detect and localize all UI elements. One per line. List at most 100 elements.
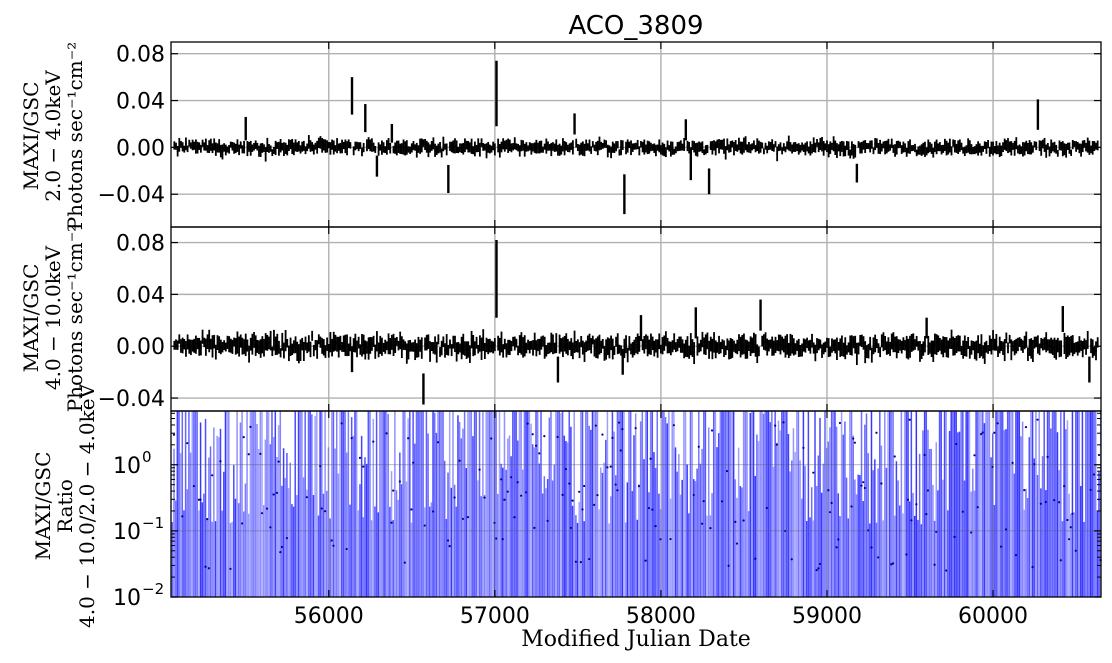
ratio-point xyxy=(543,435,546,438)
ratio-point xyxy=(340,422,343,425)
ratio-point xyxy=(495,537,498,540)
ratio-point xyxy=(979,433,983,436)
ratio-point xyxy=(727,564,730,567)
ratio-point xyxy=(503,498,506,501)
ratio-point xyxy=(697,445,700,448)
y-tick-label: 0.04 xyxy=(116,283,165,308)
ratio-point xyxy=(910,519,913,522)
ratio-point xyxy=(812,471,815,474)
ratio-point xyxy=(651,508,654,511)
ratio-point xyxy=(734,520,737,523)
svg-text:Ratio: Ratio xyxy=(53,479,77,533)
ratio-point xyxy=(490,437,493,440)
ratio-point xyxy=(725,469,729,473)
ratio-point xyxy=(1044,500,1047,504)
ratio-point xyxy=(1031,566,1034,569)
ratio-point xyxy=(206,518,209,521)
ratio-point xyxy=(524,491,528,494)
ratio-point xyxy=(1089,488,1092,491)
ratio-point xyxy=(501,538,504,541)
ratio-point xyxy=(583,484,586,488)
ratio-point xyxy=(1069,526,1072,529)
ratio-point xyxy=(890,563,893,566)
ratio-point xyxy=(436,441,440,444)
ratio-point xyxy=(240,522,244,525)
ratio-point xyxy=(634,427,637,430)
x-tick-label: 56000 xyxy=(294,604,364,629)
ratio-point xyxy=(594,424,597,427)
svg-text:Photons sec⁻¹cm⁻²: Photons sec⁻¹cm⁻² xyxy=(63,224,87,413)
y-tick-label: −0.04 xyxy=(98,183,165,208)
ratio-point xyxy=(891,562,895,565)
ratio-point xyxy=(802,446,805,449)
ratio-point xyxy=(742,519,745,522)
y-tick-label: 0.00 xyxy=(116,136,165,161)
ratio-point xyxy=(564,468,568,471)
ratio-point xyxy=(1046,455,1049,458)
ratio-point xyxy=(568,482,571,485)
plot-frame xyxy=(170,410,1102,598)
ratio-point xyxy=(782,421,785,424)
ratio-point xyxy=(448,545,451,548)
ratio-point xyxy=(229,567,232,570)
ratio-point xyxy=(735,542,739,545)
ratio-point xyxy=(609,465,612,468)
ratio-point xyxy=(578,490,581,493)
ratio-point xyxy=(546,519,549,522)
ratio-point xyxy=(330,539,333,542)
ratio-point xyxy=(392,489,395,492)
ratio-point xyxy=(513,516,516,519)
ratio-point xyxy=(853,441,856,444)
ratio-point xyxy=(1053,499,1056,502)
ratio-point xyxy=(1014,553,1018,557)
ratio-point xyxy=(319,464,322,468)
ratio-point xyxy=(350,437,353,440)
y-tick-label: 0.08 xyxy=(116,232,165,257)
ratio-point xyxy=(837,538,840,541)
ratio-point xyxy=(923,453,926,457)
ratio-point xyxy=(933,563,936,566)
x-tick-label: 57000 xyxy=(460,604,530,629)
ratio-point xyxy=(1011,461,1014,464)
ratio-point xyxy=(925,513,928,516)
ratio-point xyxy=(197,498,200,501)
ratio-point xyxy=(870,546,873,549)
ratio-point xyxy=(852,437,855,440)
ratio-point xyxy=(606,466,609,469)
ratio-point xyxy=(466,516,470,519)
ratio-point xyxy=(1092,473,1096,476)
plot-frame xyxy=(170,41,1102,228)
ratio-point xyxy=(709,527,712,530)
ratio-point xyxy=(637,485,641,488)
ratio-point xyxy=(259,452,262,455)
ratio-point xyxy=(828,511,832,514)
ratio-point xyxy=(875,431,878,434)
ratio-point xyxy=(815,569,818,572)
ratio-point xyxy=(893,455,896,458)
ratio-point xyxy=(204,565,207,568)
ratio-point xyxy=(877,556,880,559)
panel-soft-band: −0.04 0.00 0.04 0.08 xyxy=(98,41,1102,228)
panel-hard-band: −0.04 0.00 0.04 0.08 xyxy=(98,226,1102,412)
ratio-point xyxy=(385,432,388,435)
ratio-point xyxy=(390,521,393,524)
ratio-point xyxy=(324,510,327,513)
ratio-point xyxy=(172,433,176,436)
ratio-point xyxy=(1039,502,1042,505)
ratio-point xyxy=(461,517,465,521)
ratio-point xyxy=(533,526,536,529)
ratio-point xyxy=(970,531,973,534)
svg-text:Photons sec⁻¹cm⁻²: Photons sec⁻¹cm⁻² xyxy=(63,42,87,231)
ratio-point xyxy=(305,496,308,499)
ratio-point xyxy=(818,562,822,566)
ratio-point xyxy=(219,460,222,463)
ratio-point xyxy=(647,506,651,510)
ratio-point xyxy=(863,486,866,490)
ratio-point xyxy=(616,489,619,492)
ratio-point xyxy=(906,498,910,501)
ratio-point xyxy=(720,500,724,503)
svg-text:4.0 − 10.0/2.0 − 4.0keV: 4.0 − 10.0/2.0 − 4.0keV xyxy=(75,383,99,628)
ratio-point xyxy=(398,480,401,483)
ratio-point xyxy=(526,422,529,425)
